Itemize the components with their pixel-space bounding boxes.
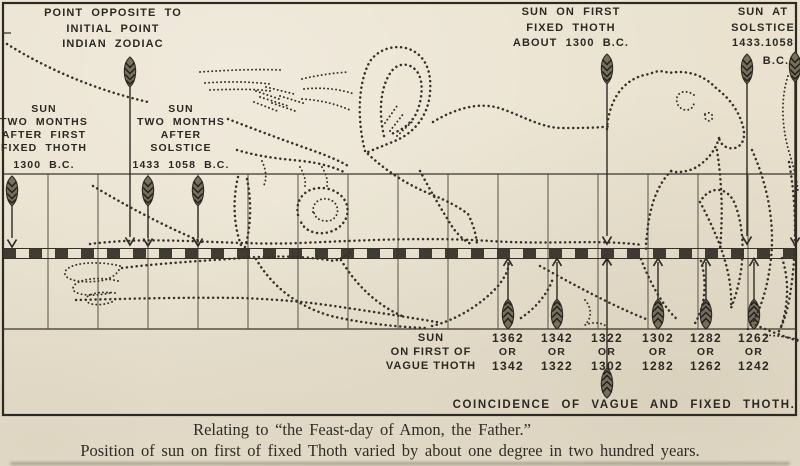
label-line: INITIAL POINT [66, 22, 160, 35]
date-bottom: 1322 [541, 359, 573, 373]
constellation-figure [5, 42, 800, 343]
date-top: 1322 [591, 331, 623, 345]
date-or: OR [648, 346, 668, 358]
label-line: SOLSTICE [731, 21, 795, 34]
date-top: 1282 [690, 331, 722, 345]
date-or: OR [498, 346, 518, 358]
label-sun-two-months-after-solstice: SUN TWO MONTHS AFTER SOLSTICE 1433 1058 … [133, 103, 230, 172]
label-line: 1433.1058 [732, 37, 794, 49]
label-line: SUN AT [737, 6, 789, 18]
date-bottom: 1342 [492, 359, 524, 373]
label-line: ABOUT 1300 B.C. [512, 37, 630, 49]
label-sun-two-months-after-fixed-thoth: SUN TWO MONTHS AFTER FIRST FIXED THOTH 1… [0, 103, 88, 172]
label-line: FIXED THOTH [0, 142, 88, 154]
date-top: 1262 [738, 331, 770, 345]
date-bottom: 1242 [738, 359, 770, 373]
label-coincidence-note: COINCIDENCE OF VAGUE AND FIXED THOTH. [452, 399, 796, 411]
label-line: TWO MONTHS [0, 116, 88, 128]
date-column: 1262 OR 1242 [738, 331, 770, 373]
date-top: 1342 [541, 331, 573, 345]
label-line: FIXED THOTH [526, 21, 616, 34]
date-top: 1302 [642, 331, 674, 345]
date-column: 1342 OR 1322 [541, 331, 573, 373]
label-sun-on-first-fixed-thoth: SUN ON FIRST FIXED THOTH ABOUT 1300 B.C. [513, 5, 629, 52]
label-sun-at-solstice: SUN AT SOLSTICE 1433.1058 [731, 5, 795, 52]
date-or: OR [744, 346, 764, 358]
label-line: SUN [417, 332, 445, 344]
label-line: SUN [31, 103, 57, 115]
label-line: B.C. [762, 55, 790, 67]
label-line: SUN [168, 103, 194, 115]
label-line: TWO MONTHS [137, 116, 225, 128]
label-line: SOLSTICE [150, 142, 212, 154]
date-bottom: 1302 [591, 359, 623, 373]
date-column: 1282 OR 1262 [690, 331, 722, 373]
label-line: VAGUE THOTH [385, 360, 477, 372]
caption-line-2: Position of sun on first of fixed Thoth … [80, 441, 700, 460]
label-solstice-bc: B.C. [763, 54, 789, 70]
label-line: 1433 1058 B.C. [132, 159, 230, 171]
diagram-frame [1, 1, 798, 417]
date-column: 1362 OR 1342 [492, 331, 524, 373]
date-bottom: 1262 [690, 359, 722, 373]
date-top: 1362 [492, 331, 524, 345]
label-line: AFTER FIRST [1, 129, 87, 141]
caption-line-1: Relating to “the Feast-day of Amon, the … [193, 420, 531, 439]
label-line: AFTER [160, 129, 202, 141]
date-column: 1302 OR 1282 [642, 331, 674, 373]
date-or: OR [597, 346, 617, 358]
date-or: OR [696, 346, 716, 358]
label-sun-on-first-of-vague-thoth: SUN ON FIRST OF VAGUE THOTH [386, 331, 476, 373]
date-column: 1322 OR 1302 [591, 331, 623, 373]
down-arrows [5, 51, 800, 399]
label-line: POINT OPPOSITE TO [44, 7, 182, 19]
label-line: ON FIRST OF [390, 346, 472, 358]
label-line: SUN ON FIRST [521, 6, 621, 18]
label-line: 1300 B.C. [13, 159, 75, 171]
date-bottom: 1282 [642, 359, 674, 373]
date-or: OR [547, 346, 567, 358]
page-edge-shadow [10, 462, 790, 465]
label-line: INDIAN ZODIAC [62, 38, 164, 50]
ecliptic-band [3, 248, 796, 259]
up-arrows [501, 256, 761, 330]
label-point-opposite: POINT OPPOSITE TO INITIAL POINT INDIAN Z… [44, 6, 182, 53]
